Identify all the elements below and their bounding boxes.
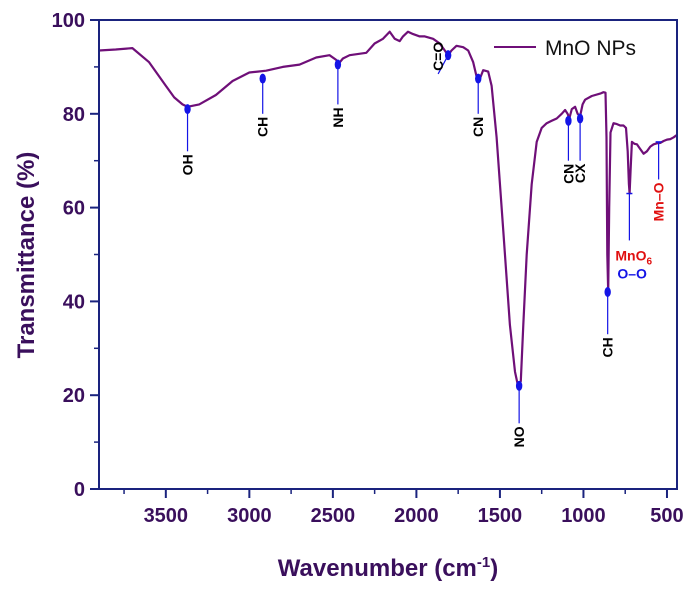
annotation-marker (444, 50, 452, 61)
x-tick-label: 1500 (478, 505, 523, 527)
annotation-label-mno6: MnO6 (615, 247, 652, 267)
annotation-marker (604, 287, 611, 298)
plot-layer (98, 30, 678, 387)
annotation-label: Mn–O (651, 182, 667, 221)
x-axis-title: Wavenumber (cm-1) (278, 554, 499, 582)
annotation-label-o-o: O–O (617, 265, 647, 281)
annotation-label: CH (255, 117, 271, 137)
mno6-text: MnO (615, 247, 646, 263)
legend-label: MnO NPs (545, 37, 636, 60)
x-tick-label: 2000 (394, 505, 439, 527)
annotation-marker (515, 380, 523, 391)
x-tick-label: 500 (650, 505, 683, 527)
annotation-label: OH (180, 154, 196, 175)
annotation-marker (475, 73, 482, 84)
y-axis-title: Transmittance (%) (13, 152, 40, 359)
x-tick-label: 3000 (227, 505, 272, 527)
annotation-label: CN (470, 117, 486, 137)
annotation-label: CH (600, 337, 616, 357)
annotation-label: CX (572, 163, 588, 183)
plot-frame (98, 19, 678, 490)
y-tick-label: 40 (63, 291, 85, 313)
x-tick-label: 1000 (561, 505, 606, 527)
series-line-mno-nps (98, 30, 678, 387)
annotation-label: C=O (430, 42, 446, 71)
axes: 3500 3000 2500 2000 1500 1000 500 0 20 40 60 80 100 (52, 10, 684, 527)
annotation-marker (259, 73, 266, 84)
annotation-label: CN (560, 164, 576, 184)
annotation-marker (184, 104, 191, 115)
annotation-marker (334, 59, 342, 70)
legend: MnO NPs (494, 37, 636, 60)
annotation-marker (565, 115, 572, 126)
y-tick-label: 100 (52, 10, 85, 32)
y-tick-label: 60 (63, 198, 85, 220)
x-tick-label: 2500 (311, 505, 356, 527)
mno6-subscript: 6 (646, 256, 652, 267)
y-tick-label: 0 (74, 479, 85, 501)
y-tick-label: 80 (63, 104, 85, 126)
annotation-label: NH (330, 107, 346, 127)
y-tick-label: 20 (63, 385, 85, 407)
x-tick-label: 3500 (144, 505, 189, 527)
annotation-marker (576, 113, 584, 124)
annotation-label: NO (511, 426, 527, 447)
